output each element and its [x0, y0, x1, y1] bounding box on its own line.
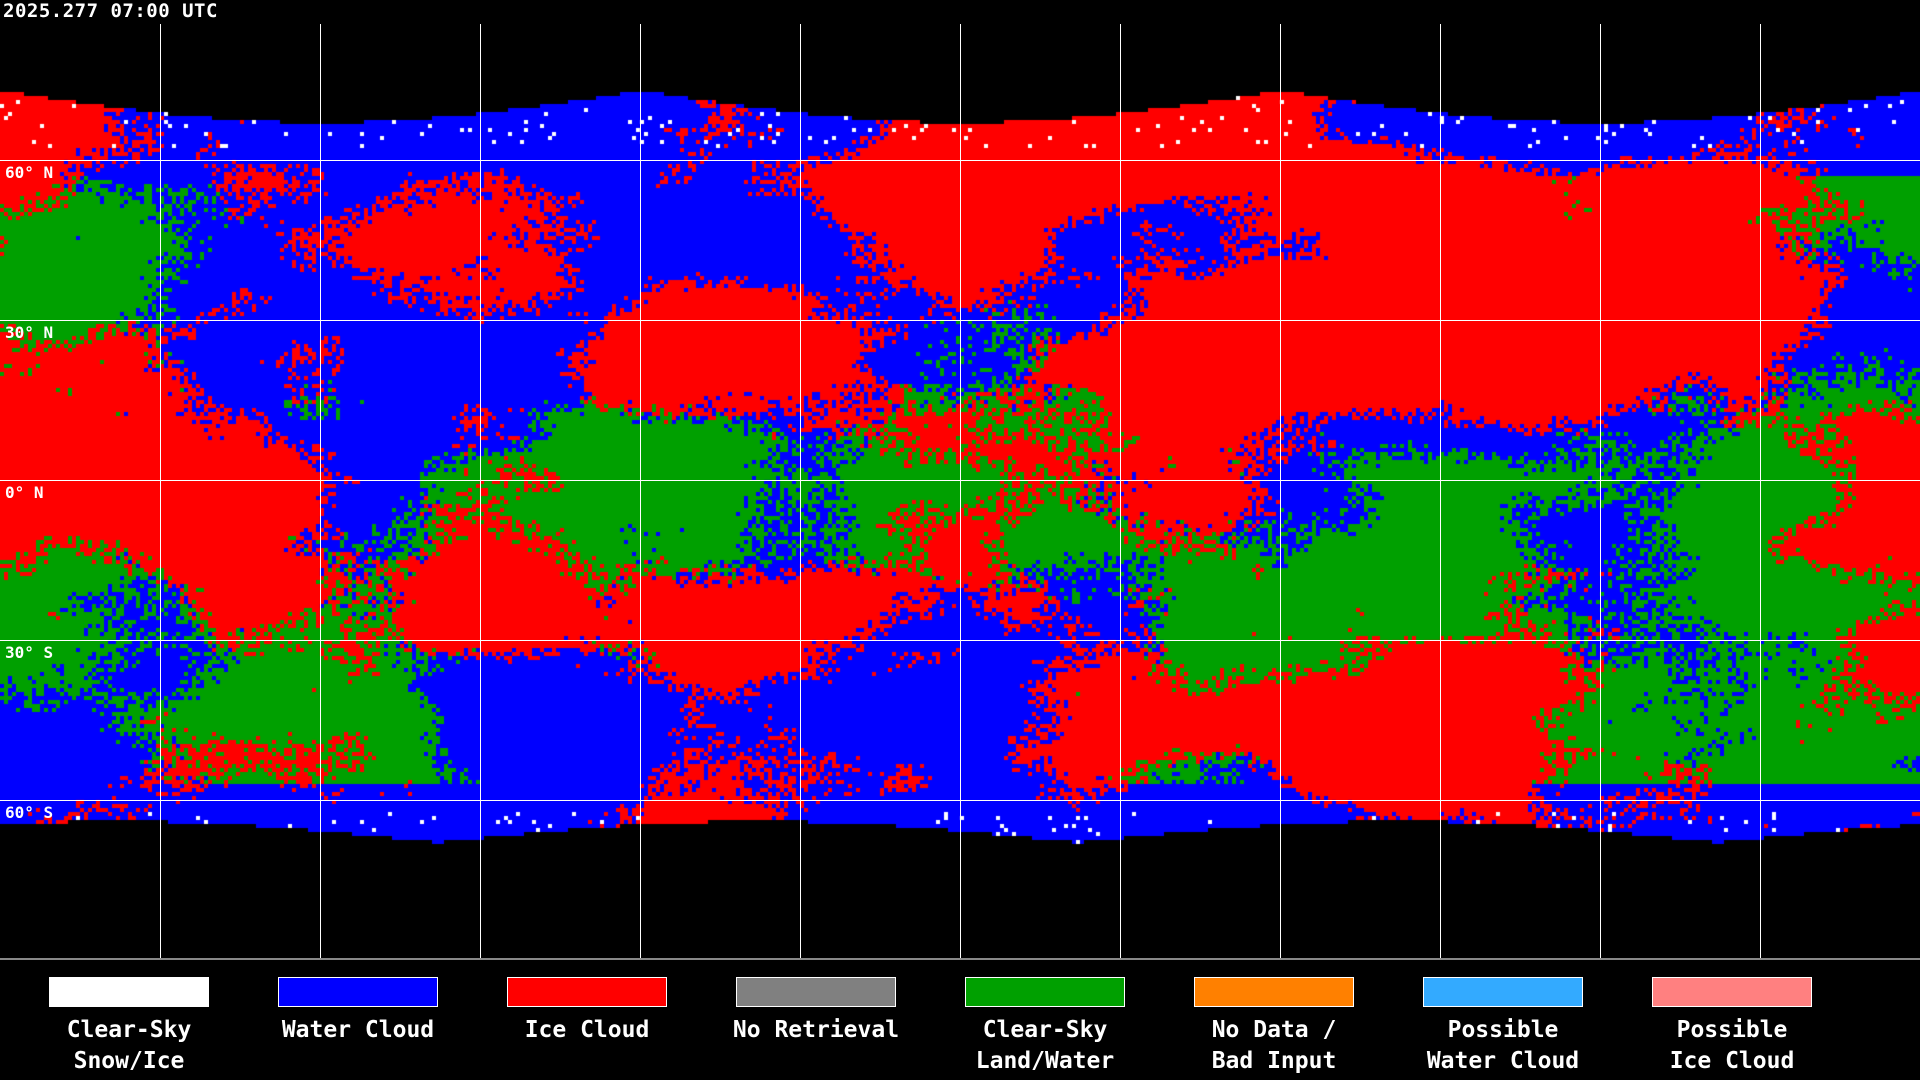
legend-label-line1: No Data / [1211, 1017, 1337, 1043]
legend-label-line2: Bad Input [1211, 1048, 1337, 1074]
legend-label-line1: Possible [1676, 1017, 1788, 1043]
longitude-line [640, 24, 641, 958]
lat-label-30s: 30° S [5, 643, 54, 662]
longitude-line [800, 24, 801, 958]
latitude-line [0, 480, 1920, 481]
latitude-line [0, 640, 1920, 641]
legend-item-ice-cloud: Ice Cloud [477, 977, 697, 1046]
legend-label-line2: Snow/Ice [73, 1048, 185, 1074]
legend-swatch [1194, 977, 1354, 1007]
legend-label-line1: Clear-Sky [982, 1017, 1108, 1043]
legend-item-possible-water-cloud: Possible Water Cloud [1393, 977, 1613, 1077]
longitude-line [1760, 24, 1761, 958]
legend-item-possible-ice-cloud: Possible Ice Cloud [1622, 977, 1842, 1077]
legend-label-line1: Water Cloud [281, 1017, 435, 1043]
legend-swatch [1652, 977, 1812, 1007]
legend-label-line2: Water Cloud [1426, 1048, 1580, 1074]
longitude-line [1600, 24, 1601, 958]
legend-item-no-data-bad-input: No Data / Bad Input [1164, 977, 1384, 1077]
legend-item-clear-sky-land-water: Clear-Sky Land/Water [935, 977, 1155, 1077]
legend-label-line2: Ice Cloud [1669, 1048, 1795, 1074]
legend-item-water-cloud: Water Cloud [248, 977, 468, 1046]
legend-label-line1: Ice Cloud [524, 1017, 650, 1043]
legend-label-line2: Land/Water [975, 1048, 1115, 1074]
longitude-line [960, 24, 961, 958]
legend-swatch [1423, 977, 1583, 1007]
legend-swatch [736, 977, 896, 1007]
lat-label-60n: 60° N [5, 163, 54, 182]
legend-swatch [507, 977, 667, 1007]
longitude-line [1280, 24, 1281, 958]
legend-label-line1: Clear-Sky [66, 1017, 192, 1043]
legend-label-line1: No Retrieval [732, 1017, 900, 1043]
legend-swatch [49, 977, 209, 1007]
lat-label-60s: 60° S [5, 803, 54, 822]
legend-item-no-retrieval: No Retrieval [706, 977, 926, 1046]
legend-label-line1: Possible [1447, 1017, 1559, 1043]
lat-label-0n: 0° N [5, 483, 44, 502]
divider [0, 958, 1920, 960]
legend-swatch [278, 977, 438, 1007]
timestamp-title: 2025.277 07:00 UTC [3, 0, 218, 22]
longitude-line [1120, 24, 1121, 958]
longitude-line [1440, 24, 1441, 958]
longitude-line [480, 24, 481, 958]
legend-item-clear-sky-snow-ice: Clear-Sky Snow/Ice [19, 977, 239, 1077]
cloud-phase-map: 60° N 30° N 0° N 30° S 60° S 2025.277 07… [0, 0, 1920, 958]
longitude-line [160, 24, 161, 958]
latitude-line [0, 160, 1920, 161]
longitude-line [320, 24, 321, 958]
latitude-line [0, 800, 1920, 801]
lat-label-30n: 30° N [5, 323, 54, 342]
latitude-line [0, 320, 1920, 321]
legend-swatch [965, 977, 1125, 1007]
